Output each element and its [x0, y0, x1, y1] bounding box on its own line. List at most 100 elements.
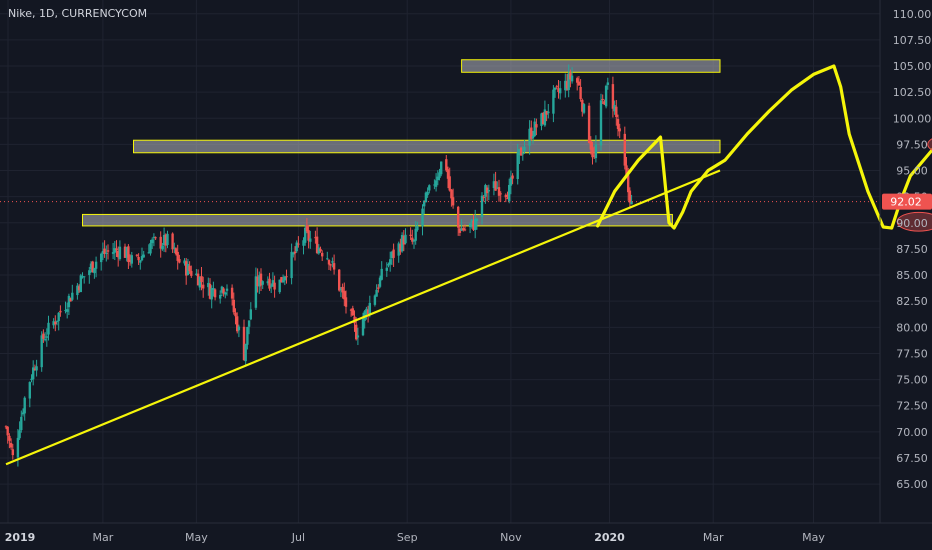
candle-down: [77, 284, 81, 293]
candle-down: [581, 98, 584, 117]
candle-down: [135, 254, 139, 258]
candle-down: [280, 276, 283, 283]
candle-up: [79, 273, 82, 293]
candle-up: [543, 100, 547, 127]
candle-up: [186, 258, 190, 276]
y-tick-label: 105.00: [893, 60, 932, 73]
last-price-tag: 92.02: [882, 193, 932, 210]
candle-up: [309, 230, 312, 249]
candle-down: [234, 308, 237, 325]
y-tick-label: 97.50: [896, 138, 928, 151]
price-axis[interactable]: 65.00 67.50 70.00 72.50 75.00 77.50 80.00 82.50…: [893, 8, 932, 491]
candle-up: [356, 327, 360, 346]
candle-down: [123, 243, 127, 259]
candle-up: [130, 251, 133, 268]
candle-down: [472, 214, 475, 231]
candle-up: [389, 251, 392, 272]
candle-up: [292, 251, 295, 258]
candle-down: [377, 284, 380, 293]
candle-down: [587, 102, 591, 144]
candle-up: [207, 277, 210, 296]
y-tick-label: 67.50: [896, 452, 928, 465]
candle-down: [54, 315, 57, 332]
price-zone: [133, 139, 721, 154]
candle-up: [470, 219, 473, 229]
candle-up: [521, 146, 524, 161]
candle-down: [213, 288, 217, 301]
candle-down: [601, 94, 604, 105]
y-tick-label: 65.00: [896, 478, 928, 491]
symbol-legend: Nike, 1D, CURRENCYCOM: [8, 7, 147, 20]
candle-down: [91, 260, 94, 273]
candle-up: [412, 239, 416, 249]
candle-down: [506, 191, 509, 200]
candle-up: [212, 281, 215, 297]
candle-down: [399, 238, 402, 255]
candle-up: [613, 100, 616, 115]
candle-up: [151, 237, 154, 250]
x-tick-label: Mar: [703, 531, 724, 544]
y-tick-label: 77.50: [896, 347, 928, 360]
candle-up: [45, 328, 48, 347]
time-axis[interactable]: 2019 Mar May Jul Sep Nov 2020 Mar May: [5, 531, 826, 544]
candle-up: [149, 239, 152, 256]
candle-down: [494, 171, 497, 191]
candle-down: [392, 243, 395, 268]
candle-down: [11, 444, 14, 460]
candle-down: [579, 79, 582, 102]
candle-down: [329, 263, 332, 271]
candle-up: [540, 112, 543, 131]
candle-down: [485, 185, 489, 202]
candle-up: [111, 242, 115, 260]
candle-down: [200, 267, 203, 291]
candle-up: [295, 240, 298, 253]
candle-down: [535, 118, 538, 136]
candle-up: [67, 293, 71, 316]
candle-up: [283, 275, 286, 286]
candle-down: [445, 155, 448, 173]
candle-up: [302, 237, 305, 255]
candle-up: [210, 285, 213, 309]
candle-down: [450, 189, 453, 207]
candle-down: [127, 244, 130, 270]
candle-up: [492, 173, 496, 196]
candle-up: [475, 217, 479, 230]
candle-down: [242, 319, 246, 361]
candle-down: [285, 269, 288, 284]
candle-down: [409, 227, 412, 240]
candle-up: [162, 227, 166, 253]
candle-up: [604, 84, 608, 109]
candle-up: [508, 178, 511, 204]
y-tick-label: 102.50: [893, 86, 932, 99]
candle-down: [402, 230, 405, 252]
candle-down: [327, 259, 331, 271]
candle-up: [40, 331, 43, 372]
candle-up: [434, 173, 438, 192]
candle-down: [615, 99, 618, 126]
candle-up: [421, 204, 424, 236]
candle-up: [304, 224, 307, 246]
candle-up: [249, 302, 252, 321]
candle-up: [547, 104, 550, 119]
candle-up: [385, 262, 388, 277]
candle-up: [152, 233, 156, 247]
x-tick-label: 2020: [594, 531, 625, 544]
candle-up: [139, 259, 142, 270]
candle-up: [43, 332, 47, 342]
candle-down: [188, 261, 191, 274]
candle-up: [553, 87, 557, 98]
candle-down: [115, 240, 118, 257]
candle-down: [349, 308, 353, 317]
candle-up: [271, 272, 275, 288]
candle-up: [404, 228, 407, 245]
candle-up: [261, 280, 264, 289]
candle-down: [462, 225, 465, 232]
candle-down: [315, 227, 319, 255]
candle-up: [400, 232, 404, 253]
candle-down: [236, 312, 239, 334]
candle-up: [20, 410, 23, 433]
candle-up: [387, 262, 390, 268]
candle-up: [414, 221, 417, 245]
candle-up: [331, 257, 334, 268]
